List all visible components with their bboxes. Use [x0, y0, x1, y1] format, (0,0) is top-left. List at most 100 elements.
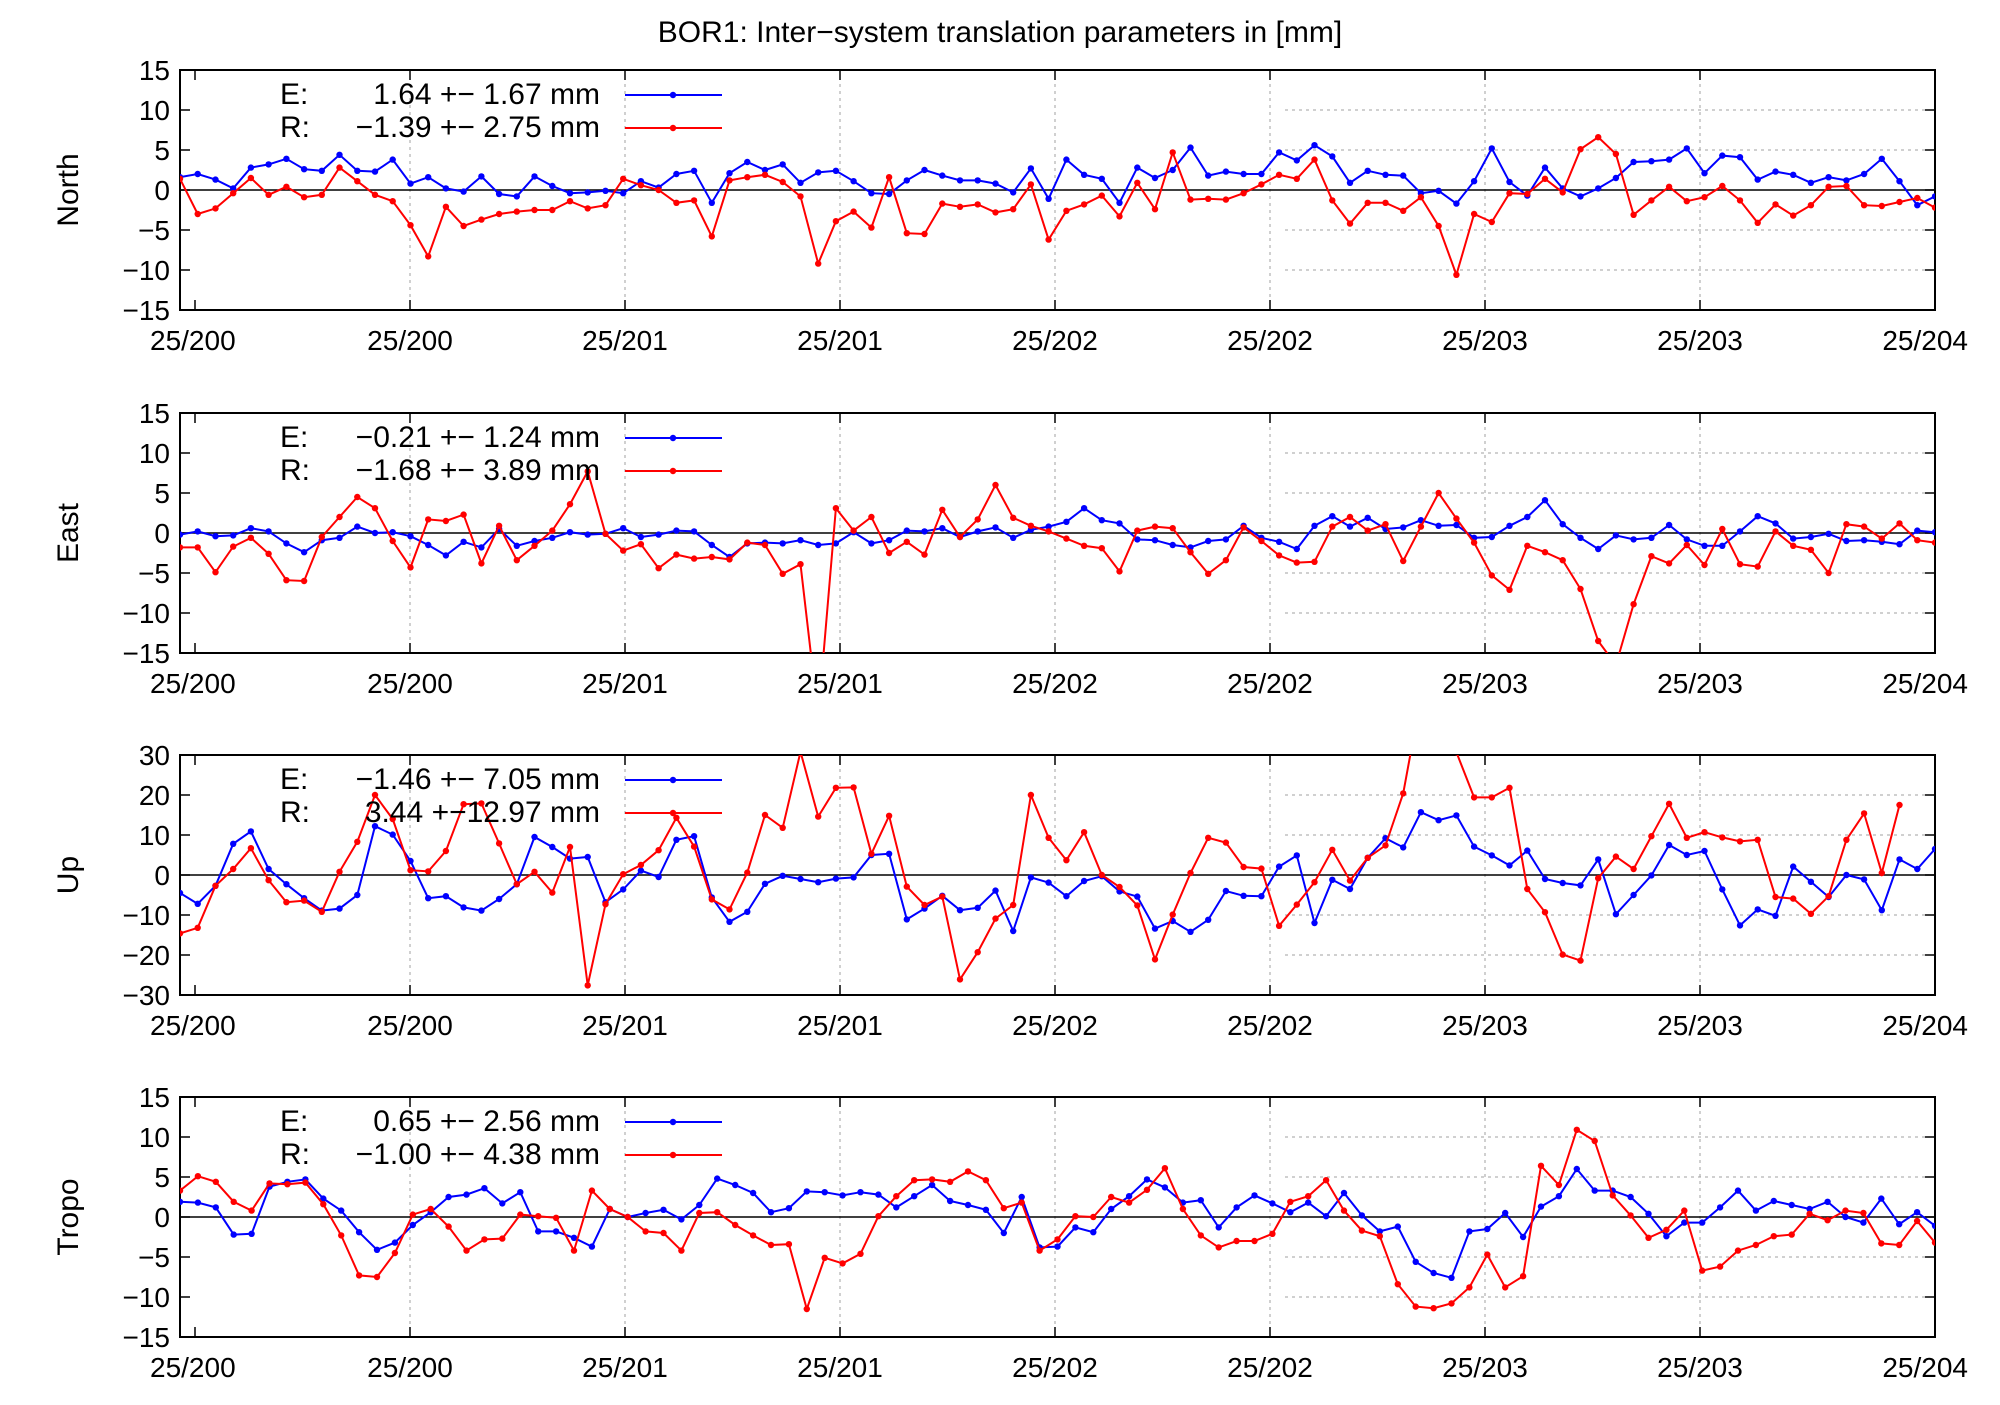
- data-point-E: [655, 873, 662, 881]
- data-point-E: [407, 533, 414, 540]
- data-point-E: [1502, 1209, 1509, 1217]
- data-point-E: [1417, 809, 1425, 816]
- data-point-E: [1577, 193, 1584, 200]
- data-point-E: [939, 525, 946, 532]
- legend-key: E:: [280, 763, 308, 796]
- data-point-R: [1454, 755, 1458, 756]
- x-tick-label: 25/203: [1442, 325, 1528, 356]
- data-point-E: [815, 541, 822, 549]
- data-point-R: [1824, 1217, 1831, 1224]
- data-point-E: [673, 170, 680, 178]
- legend-key: R:: [280, 796, 310, 829]
- data-point-E: [620, 190, 627, 197]
- data-point-E: [1931, 1222, 1935, 1229]
- y-tick-label: 15: [139, 55, 170, 86]
- data-point-R: [1555, 1181, 1563, 1189]
- data-point-R: [212, 205, 219, 212]
- data-point-E: [1346, 523, 1354, 530]
- data-point-R: [1754, 219, 1761, 226]
- data-point-R: [1896, 198, 1903, 206]
- data-point-E: [570, 1234, 578, 1242]
- data-point-R: [460, 222, 467, 230]
- series-E: [180, 1165, 1935, 1282]
- data-point-E: [1754, 513, 1761, 520]
- data-point-E: [1197, 1197, 1205, 1204]
- data-point-R: [1329, 523, 1336, 530]
- data-point-R: [442, 517, 450, 525]
- data-point-R: [194, 1173, 202, 1180]
- data-point-R: [974, 949, 981, 956]
- data-point-R: [1205, 570, 1212, 577]
- data-point-R: [1346, 877, 1354, 884]
- data-point-E: [1541, 875, 1549, 883]
- data-point-E: [1161, 1184, 1169, 1191]
- data-point-R: [513, 208, 520, 215]
- y-tick-label: −10: [123, 255, 171, 286]
- data-point-R: [1537, 1162, 1545, 1170]
- data-point-R: [549, 527, 556, 534]
- data-point-R: [992, 209, 999, 216]
- y-tick-label: −5: [138, 215, 170, 246]
- data-point-R: [302, 1179, 309, 1186]
- data-point-R: [1701, 561, 1708, 569]
- data-point-R: [1187, 196, 1194, 203]
- data-point-R: [1151, 956, 1159, 963]
- data-point-R: [785, 1241, 793, 1248]
- data-point-R: [1541, 549, 1549, 556]
- data-point-R: [761, 171, 769, 178]
- legend-text: −0.21 +− 1.24 mm: [356, 421, 600, 454]
- data-point-R: [425, 516, 432, 523]
- data-point-R: [1205, 834, 1212, 841]
- data-point-E: [1896, 856, 1903, 863]
- data-point-R: [1322, 1177, 1330, 1184]
- data-point-R: [566, 501, 574, 508]
- data-point-R: [535, 1213, 542, 1220]
- data-point-R: [1311, 879, 1318, 886]
- data-point-R: [696, 1209, 703, 1217]
- data-point-R: [566, 198, 574, 205]
- data-point-E: [1484, 1225, 1491, 1233]
- data-point-R: [678, 1247, 685, 1254]
- data-point-R: [1719, 182, 1726, 190]
- data-point-E: [1151, 925, 1159, 932]
- data-point-R: [1400, 790, 1407, 797]
- data-point-E: [1400, 172, 1407, 179]
- data-point-R: [212, 882, 219, 889]
- legend-text: 1.64 +− 1.67 mm: [373, 78, 600, 111]
- data-point-R: [637, 861, 645, 869]
- data-point-E: [495, 190, 503, 198]
- y-tick-label: −15: [123, 295, 171, 326]
- data-point-R: [1683, 834, 1691, 841]
- data-point-R: [1080, 829, 1088, 836]
- data-point-R: [265, 550, 272, 557]
- data-point-R: [300, 194, 308, 201]
- data-point-R: [1577, 585, 1584, 593]
- data-point-R: [1860, 202, 1868, 209]
- data-point-R: [726, 556, 733, 563]
- legend-swatch-point: [669, 809, 677, 817]
- data-point-E: [1524, 513, 1531, 521]
- data-point-R: [1843, 521, 1850, 528]
- data-point-R: [1931, 539, 1935, 546]
- data-point-E: [1842, 1213, 1849, 1221]
- data-point-E: [1222, 887, 1230, 895]
- y-tick-label: 15: [139, 1082, 170, 1113]
- data-point-E: [1577, 534, 1584, 541]
- data-point-E: [708, 199, 715, 206]
- data-point-E: [1754, 906, 1761, 913]
- y-tick-label: 0: [154, 518, 170, 549]
- data-point-R: [1098, 545, 1106, 552]
- data-point-R: [1435, 489, 1442, 497]
- data-point-R: [1612, 853, 1620, 860]
- data-point-E: [371, 823, 379, 830]
- data-point-E: [1681, 1219, 1688, 1226]
- data-point-E: [1843, 177, 1850, 184]
- data-point-R: [815, 813, 822, 820]
- data-point-R: [1719, 525, 1726, 533]
- data-point-R: [1063, 857, 1070, 864]
- data-point-R: [407, 564, 414, 571]
- data-point-E: [1435, 817, 1442, 824]
- data-point-R: [714, 1209, 721, 1216]
- data-point-E: [839, 1192, 846, 1199]
- data-point-E: [373, 1246, 381, 1254]
